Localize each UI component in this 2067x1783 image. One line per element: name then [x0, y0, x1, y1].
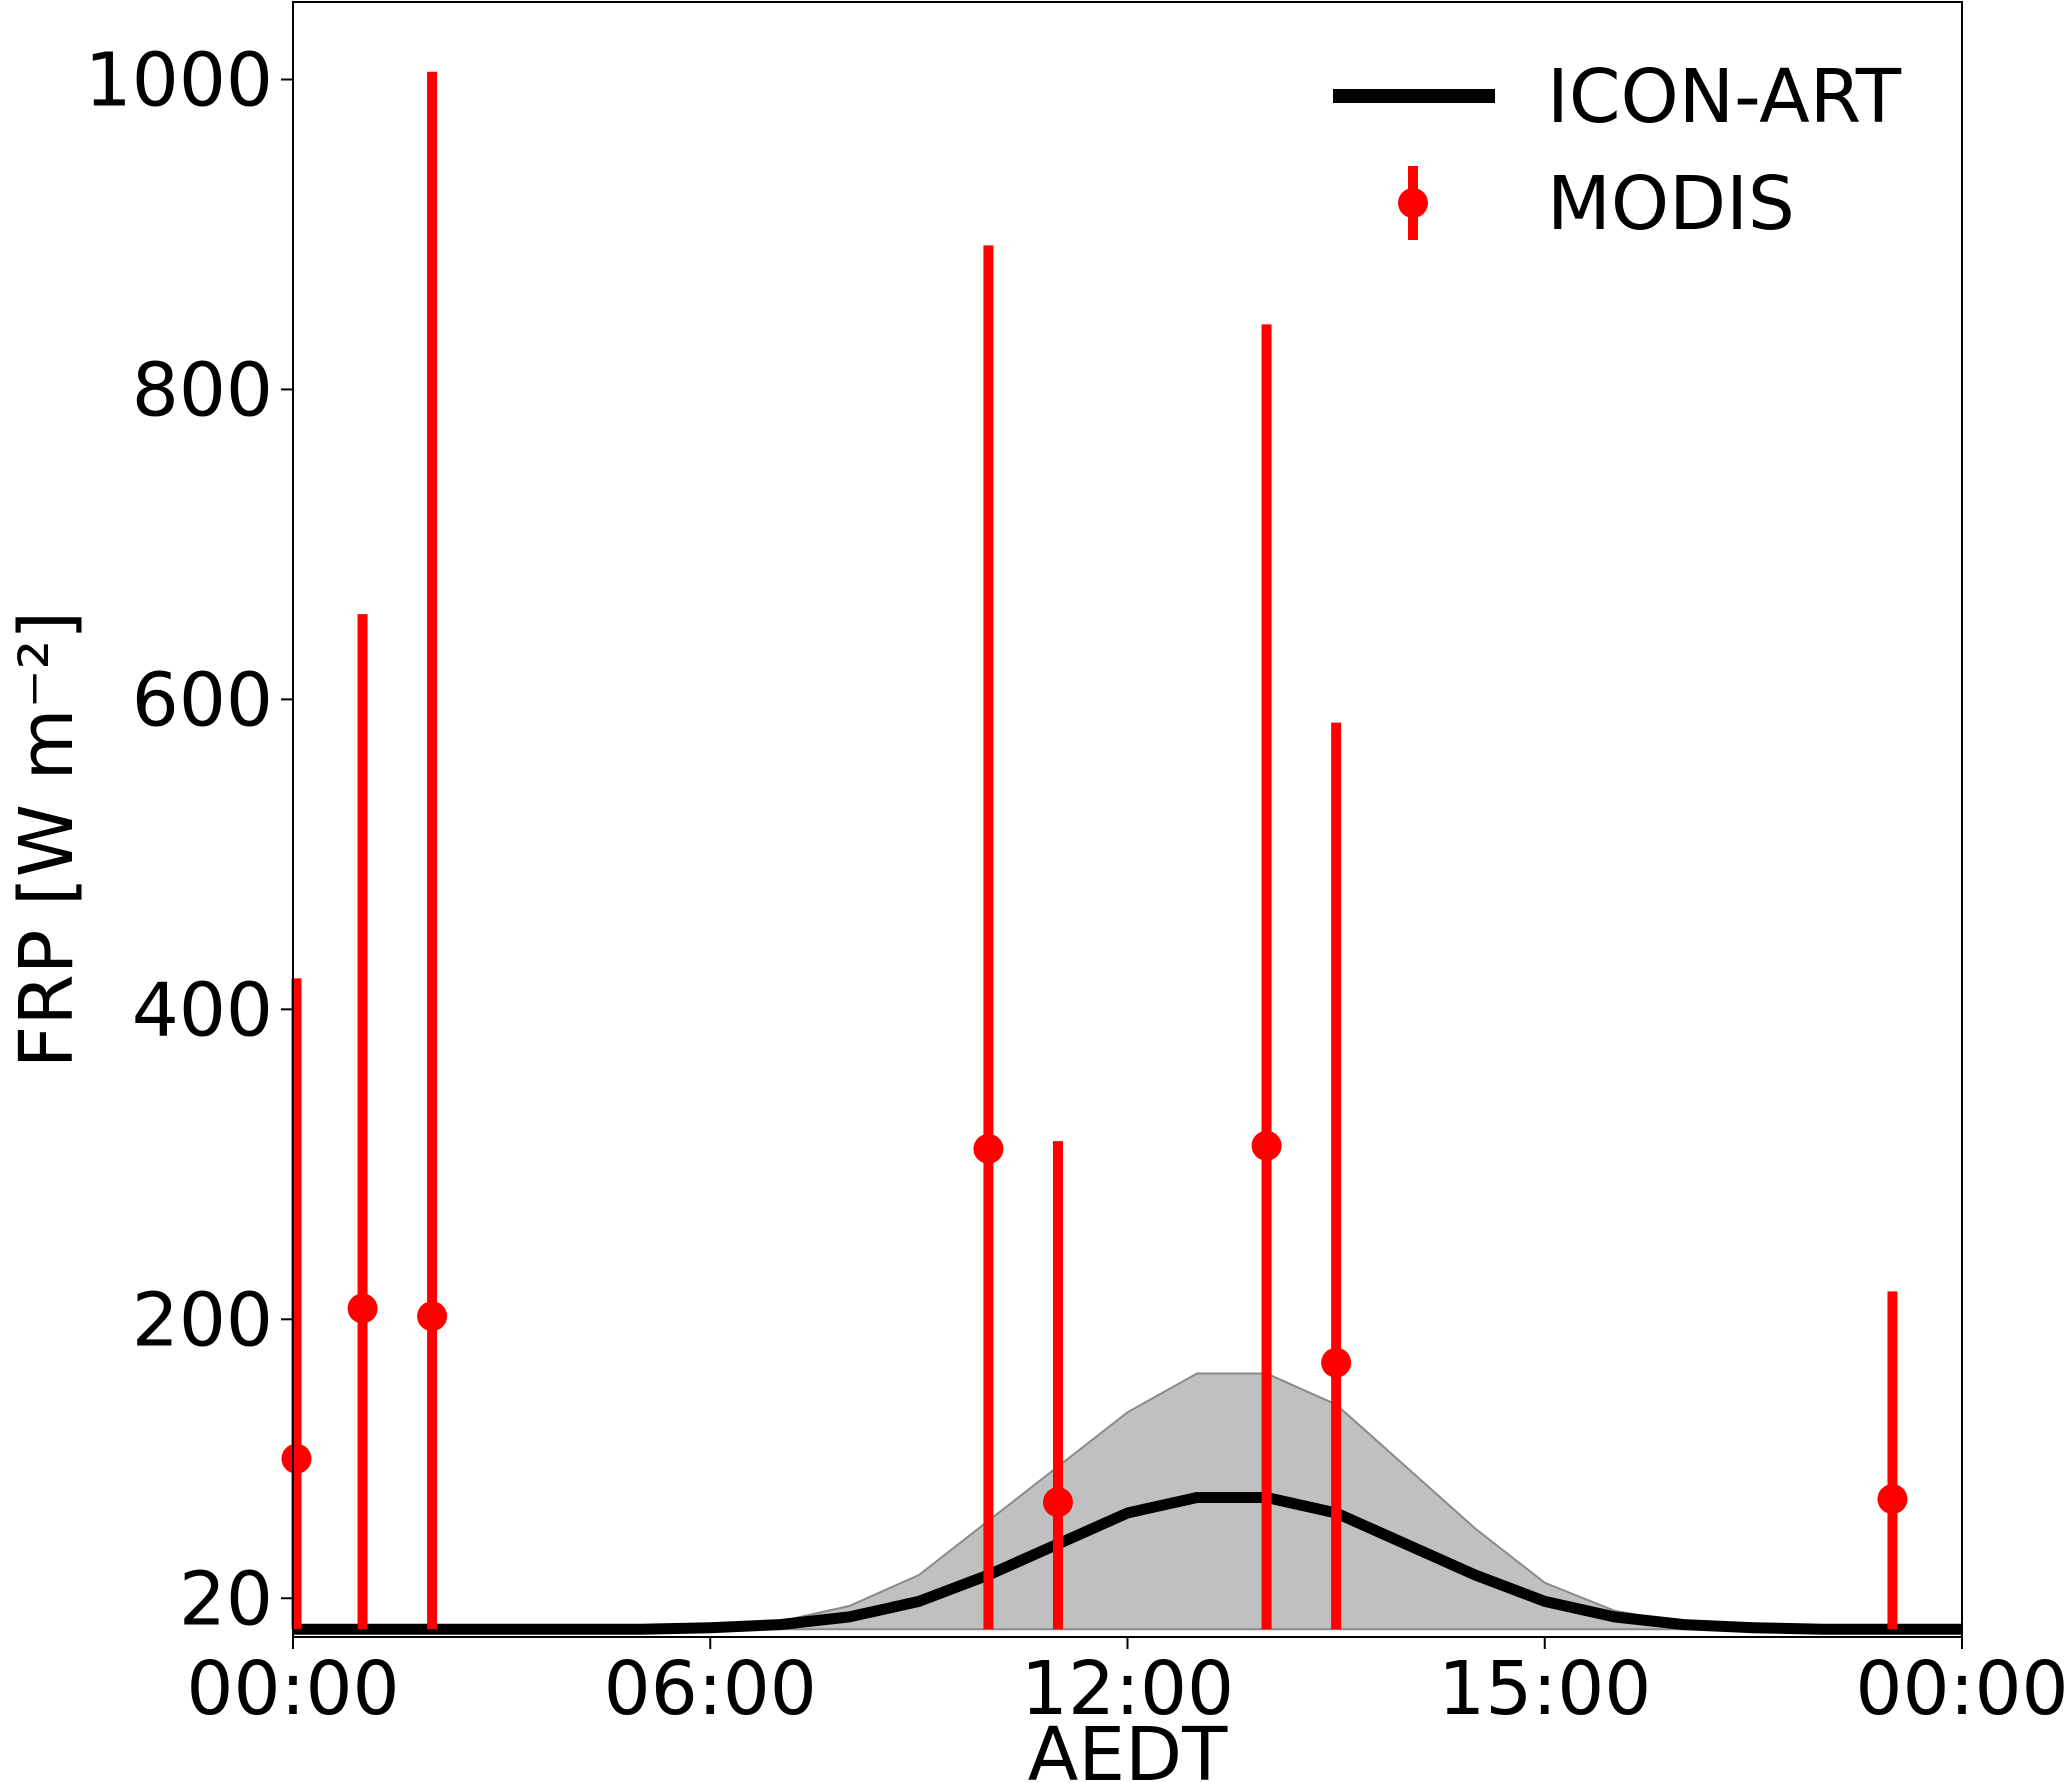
modis-point [347, 614, 378, 1630]
y-tick-label: 400 [132, 967, 273, 1053]
modis-point [1321, 722, 1352, 1630]
modis-marker [1042, 1487, 1073, 1518]
x-tick-label: 06:00 [604, 1646, 817, 1732]
modis-marker [1321, 1347, 1352, 1378]
modis-point [417, 71, 448, 1630]
x-axis-title: AEDT [1028, 1712, 1228, 1783]
modis-point [1877, 1291, 1908, 1630]
y-tick-label: 1000 [85, 37, 273, 123]
modis-errorbar-layer [281, 71, 1908, 1630]
x-axis-ticks: 00:00 06:00 12:00 15:00 00:00 [186, 1637, 2067, 1732]
modis-marker [281, 1443, 312, 1474]
y-tick-label: 200 [132, 1277, 273, 1363]
modis-marker [1251, 1130, 1282, 1161]
plot-frame [292, 1, 1963, 1638]
y-tick-label: 600 [132, 657, 273, 743]
y-axis-ticks: 20 200 400 600 800 1000 [85, 37, 293, 1642]
icon-art-spread-band-layer [293, 1372, 1962, 1631]
icon-art-line [293, 1492, 1962, 1635]
modis-point [1042, 1141, 1073, 1630]
legend-label-icon-art: ICON-ART [1547, 54, 1902, 140]
y-tick-label: 20 [179, 1556, 273, 1642]
modis-point [1251, 324, 1282, 1630]
icon-art-line-layer [293, 1492, 1962, 1635]
modis-marker [347, 1293, 378, 1324]
modis-point [281, 978, 312, 1630]
modis-marker [973, 1133, 1004, 1164]
x-tick-label: 00:00 [1855, 1646, 2067, 1732]
y-tick-label: 800 [132, 347, 273, 433]
icon-art-spread-band [293, 1372, 1962, 1631]
modis-marker [417, 1301, 448, 1332]
x-tick-label: 00:00 [186, 1646, 399, 1732]
x-tick-label: 12:00 [1021, 1646, 1234, 1732]
legend: ICON-ART MODIS [1333, 54, 1902, 247]
modis-point [973, 245, 1004, 1630]
legend-modis-marker-swatch [1398, 188, 1428, 218]
modis-marker [1877, 1484, 1908, 1515]
legend-label-modis: MODIS [1547, 161, 1795, 247]
x-tick-label: 15:00 [1438, 1646, 1651, 1732]
y-axis-title: FRP [W m⁻²] [4, 611, 90, 1068]
